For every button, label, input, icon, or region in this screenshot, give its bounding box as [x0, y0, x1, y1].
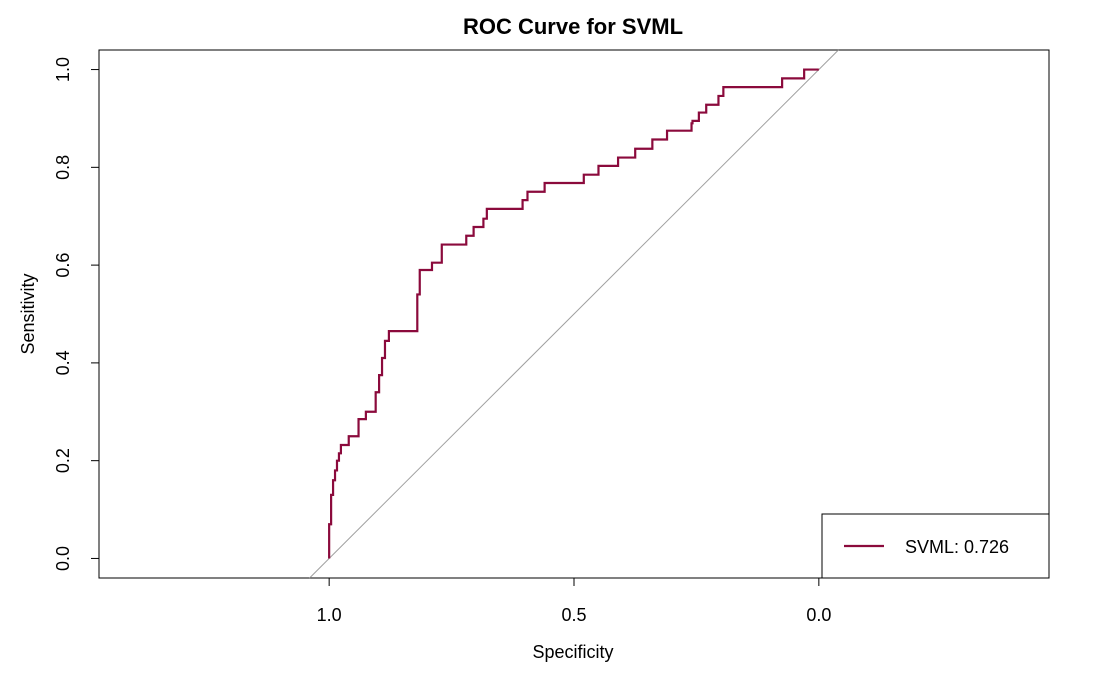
y-tick-label: 0.4 [53, 350, 73, 375]
y-tick-label: 1.0 [53, 57, 73, 82]
roc-curve-svml [328, 68, 819, 559]
y-tick-label: 0.2 [53, 448, 73, 473]
x-tick-label: 1.0 [317, 605, 342, 625]
y-axis-label: Sensitivity [18, 273, 38, 354]
y-axis: 0.0 0.2 0.4 0.6 0.8 1.0 [53, 57, 100, 571]
x-tick-label: 0.5 [561, 605, 586, 625]
x-tick-label: 0.0 [806, 605, 831, 625]
y-tick-label: 0.8 [53, 155, 73, 180]
chart-title: ROC Curve for SVML [463, 14, 683, 39]
y-tick-label: 0.0 [53, 546, 73, 571]
legend: SVML: 0.726 [821, 513, 1050, 579]
legend-label-svml: SVML: 0.726 [905, 537, 1009, 557]
y-tick-label: 0.6 [53, 253, 73, 278]
x-axis-label: Specificity [532, 642, 613, 662]
diagonal-reference-line [309, 49, 839, 579]
x-axis: 1.0 0.5 0.0 [317, 577, 831, 625]
